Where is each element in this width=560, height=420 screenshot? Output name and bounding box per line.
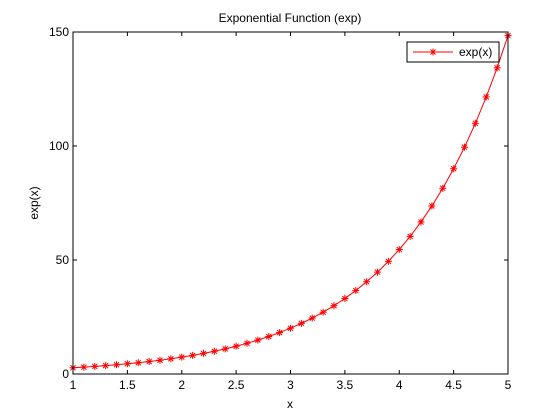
legend-asterisk: [429, 48, 437, 56]
data-point: [243, 339, 251, 347]
data-point: [319, 308, 327, 316]
data-point: [482, 93, 490, 101]
x-tick-label: 4: [396, 378, 403, 392]
data-point: [330, 302, 338, 310]
data-point: [134, 359, 142, 367]
y-tick-label: 150: [49, 25, 69, 39]
x-tick-label: 4.5: [445, 378, 462, 392]
data-point: [287, 324, 294, 332]
data-point: [471, 119, 479, 127]
legend-label: exp(x): [459, 45, 492, 59]
plot-area: [73, 32, 508, 374]
data-point: [493, 64, 501, 72]
x-tick-label: 2: [178, 378, 185, 392]
data-point: [363, 278, 371, 286]
y-tick-label: 100: [49, 139, 69, 153]
data-point: [308, 314, 316, 322]
x-axis: 1 1.5 2 2.5 3 3.5 4 4.5 5: [70, 32, 512, 392]
data-point: [80, 363, 88, 371]
data-point: [102, 362, 110, 370]
data-point: [91, 362, 99, 370]
x-tick-label: 3.5: [337, 378, 354, 392]
data-point: [178, 353, 186, 361]
data-point: [428, 202, 436, 210]
data-point: [200, 349, 207, 357]
legend-marker: [429, 48, 437, 56]
data-point: [254, 336, 262, 344]
data-point: [417, 218, 425, 226]
x-tick-label: 3: [287, 378, 294, 392]
data-point: [167, 355, 175, 363]
data-point: [221, 345, 229, 353]
x-tick-label: 1: [70, 378, 77, 392]
legend: exp(x): [406, 41, 500, 63]
x-tick-label: 2.5: [228, 378, 245, 392]
y-tick-label: 0: [62, 367, 69, 381]
x-tick-label: 1.5: [119, 378, 136, 392]
data-point: [210, 347, 218, 355]
data-point: [232, 342, 240, 350]
data-point: [439, 184, 447, 192]
data-point: [189, 351, 197, 359]
data-point: [156, 356, 164, 364]
y-axis: 0 50 100 150: [49, 25, 508, 381]
x-tick-label: 5: [505, 378, 512, 392]
data-point: [406, 232, 414, 240]
data-point: [113, 361, 120, 369]
data-point: [145, 358, 153, 366]
data-point: [450, 165, 458, 173]
series-layer: [69, 32, 512, 372]
x-axis-label: x: [287, 397, 293, 411]
data-point: [123, 360, 131, 368]
data-point: [374, 268, 381, 276]
data-point: [384, 257, 392, 265]
data-point: [265, 333, 273, 341]
data-point: [341, 294, 349, 302]
data-point: [352, 287, 360, 295]
data-point: [461, 143, 468, 151]
chart-title: Exponential Function (exp): [219, 11, 362, 25]
data-point: [276, 329, 284, 337]
data-point: [395, 246, 403, 254]
data-point: [297, 319, 305, 327]
y-tick-label: 50: [56, 253, 70, 267]
y-axis-label: exp(x): [27, 186, 41, 219]
